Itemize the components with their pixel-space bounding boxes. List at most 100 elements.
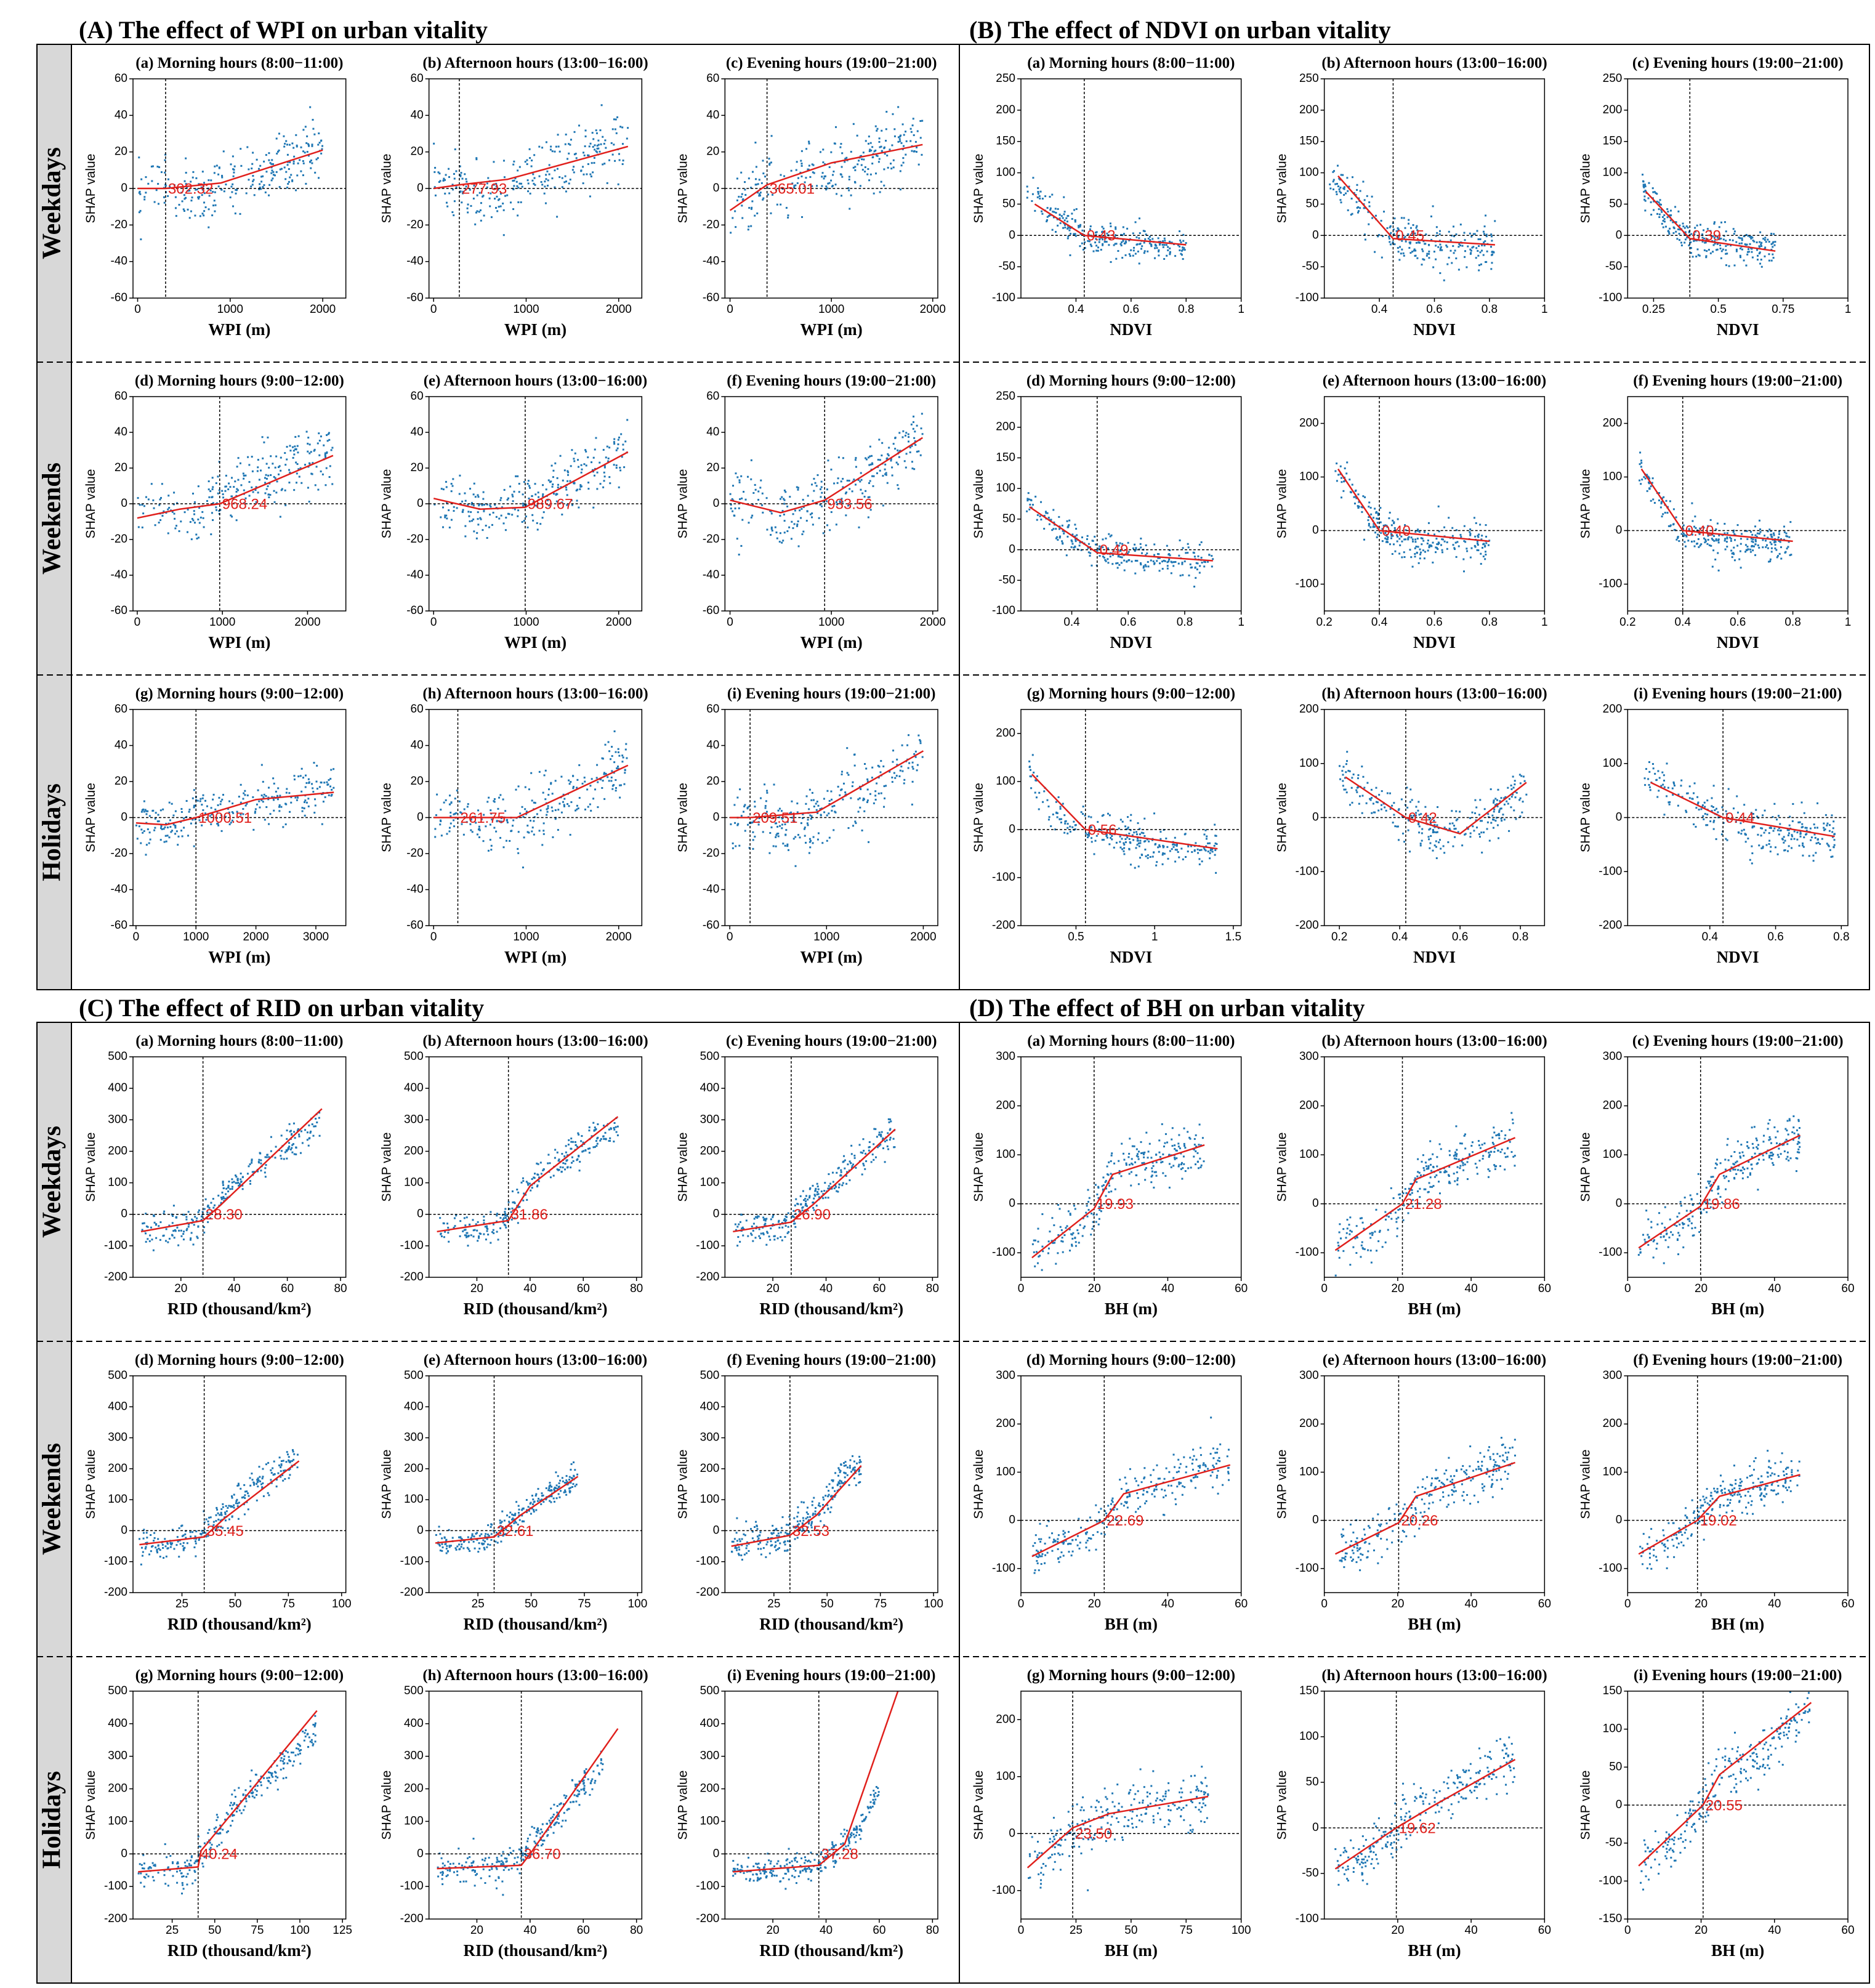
scatter-point: [450, 811, 452, 814]
scatter-point: [887, 453, 889, 455]
panel-ndvi-e: (e) Afternoon hours (13:00−16:00)0.40-10…: [1275, 373, 1548, 652]
scatter-point: [458, 493, 461, 495]
scatter-point: [1338, 188, 1341, 190]
scatter-point: [272, 463, 274, 465]
x-tick-label: 0: [133, 931, 140, 943]
scatter-point: [437, 171, 440, 174]
scatter-point: [752, 820, 755, 822]
scatter-point: [1062, 217, 1064, 219]
scatter-point: [1688, 244, 1690, 246]
scatter-point: [784, 833, 787, 836]
scatter-point: [750, 822, 752, 824]
scatter-point: [1071, 826, 1074, 828]
scatter-point: [1660, 203, 1663, 206]
scatter-point: [229, 486, 232, 488]
scatter-point: [1484, 558, 1486, 560]
scatter-point: [292, 450, 295, 452]
scatter-point: [1393, 233, 1395, 235]
scatter-point: [573, 460, 576, 463]
y-tick-label: -40: [406, 255, 423, 268]
scatter-point: [1751, 251, 1753, 253]
scatter-point: [879, 469, 881, 472]
scatter-point: [1090, 816, 1092, 818]
y-tick-label: -100: [1296, 291, 1319, 304]
scatter-point: [235, 519, 238, 522]
scatter-point: [601, 786, 603, 789]
scatter-point: [446, 501, 448, 504]
y-tick-label: 40: [706, 108, 719, 121]
scatter-point: [800, 507, 803, 510]
scatter-point: [174, 833, 177, 835]
scatter-point: [166, 834, 169, 837]
scatter-point: [244, 474, 247, 477]
scatter-point: [248, 481, 251, 483]
scatter-point: [273, 475, 275, 478]
scatter-point: [1773, 244, 1776, 246]
scatter-point: [603, 475, 606, 478]
scatter-point: [1707, 535, 1709, 537]
x-tick-label: 0.6: [1123, 303, 1139, 316]
scatter-point: [563, 804, 565, 806]
scatter-point: [1493, 810, 1495, 813]
scatter-point: [280, 469, 282, 472]
scatter-point: [1155, 244, 1158, 247]
scatter-point: [1778, 552, 1781, 555]
scatter-point: [1424, 551, 1426, 553]
scatter-point: [570, 801, 573, 803]
scatter-point: [307, 798, 310, 800]
scatter-point: [1374, 251, 1376, 253]
y-axis-label: SHAP value: [972, 154, 986, 224]
scatter-point: [871, 766, 874, 769]
scatter-point: [808, 852, 810, 854]
scatter-point: [243, 489, 245, 491]
x-tick-label: 3000: [303, 931, 329, 943]
scatter-point: [1674, 206, 1677, 208]
scatter-point: [1518, 799, 1521, 801]
scatter-point: [1440, 544, 1443, 546]
scatter-point: [819, 808, 821, 810]
scatter-point: [1455, 810, 1458, 812]
scatter-point: [1376, 536, 1378, 538]
scatter-point: [1428, 546, 1430, 549]
scatter-point: [279, 515, 281, 518]
scatter-point: [1087, 551, 1090, 554]
scatter-point: [1134, 221, 1137, 224]
scatter-point: [1419, 553, 1422, 556]
scatter-point: [1748, 248, 1750, 251]
y-tick-label: 100: [1603, 166, 1623, 179]
scatter-point: [914, 430, 916, 433]
y-tick-label: -60: [406, 291, 423, 304]
scatter-point: [810, 839, 812, 842]
scatter-point: [557, 829, 559, 831]
scatter-point: [1051, 228, 1054, 231]
scatter-point: [1446, 263, 1449, 265]
scatter-point: [1059, 806, 1062, 808]
scatter-point: [1074, 828, 1076, 830]
scatter-point: [439, 819, 442, 822]
scatter-point: [809, 184, 812, 186]
scatter-point: [264, 492, 267, 495]
scatter-point: [462, 192, 464, 195]
scatter-point: [840, 174, 842, 176]
scatter-point: [523, 503, 526, 506]
scatter-point: [1441, 538, 1443, 541]
scatter-point: [844, 492, 847, 495]
scatter-point: [1688, 528, 1690, 530]
scatter-point: [1074, 233, 1076, 235]
scatter-point: [1415, 814, 1417, 817]
scatter-point: [1432, 829, 1434, 831]
scatter-point: [529, 192, 531, 195]
scatter-point: [548, 504, 550, 507]
scatter-point: [889, 148, 891, 151]
scatter-point: [866, 799, 869, 802]
scatter-point: [1732, 552, 1735, 554]
scatter-point: [1063, 196, 1065, 198]
x-tick-label: 1000: [183, 931, 209, 943]
scatter-point: [521, 185, 523, 188]
scatter-point: [321, 473, 324, 475]
scatter-point: [828, 182, 831, 184]
scatter-point: [307, 805, 310, 807]
scatter-point: [289, 810, 291, 813]
scatter-point: [1056, 536, 1058, 538]
scatter-point: [784, 844, 786, 847]
